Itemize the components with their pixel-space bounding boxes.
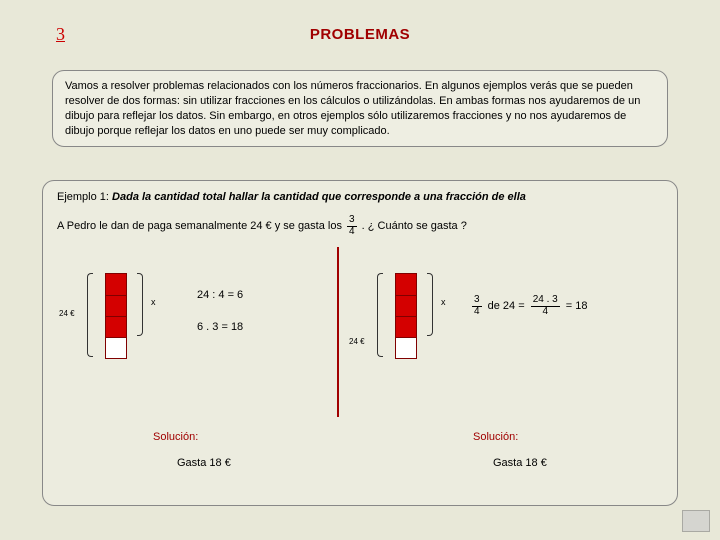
right-bar-column — [395, 273, 417, 359]
bar-seg — [396, 337, 416, 358]
formula-frac-2-bot: 4 — [531, 307, 560, 318]
formula-frac-2: 24 . 3 4 — [531, 295, 560, 317]
left-bar-label: 24 € — [59, 309, 75, 318]
bar-seg — [106, 337, 126, 358]
intro-box: Vamos a resolver problemas relacionados … — [52, 70, 668, 147]
fraction-num: 3 — [347, 215, 357, 227]
formula-pre: de 24 = — [488, 300, 525, 312]
intro-text: Vamos a resolver problemas relacionados … — [65, 80, 640, 137]
bar-seg — [396, 295, 416, 316]
left-solution-label: Solución: — [153, 431, 198, 443]
formula-frac-1-num: 3 — [472, 295, 482, 307]
work-area: 24 € x 24 : 4 = 6 6 . 3 = 18 24 € x 3 4 — [57, 255, 663, 425]
fraction-3-4: 3 4 — [347, 215, 357, 237]
left-bar-column — [105, 273, 127, 359]
formula-frac-2-top: 24 . 3 — [531, 295, 560, 307]
right-bar-label: 24 € — [349, 337, 365, 346]
right-bracket-close — [427, 273, 433, 336]
example-title: Ejemplo 1: Dada la cantidad total hallar… — [57, 191, 663, 203]
bar-seg — [396, 316, 416, 337]
problem-post: . ¿ Cuánto se gasta ? — [362, 220, 467, 232]
right-solution-label: Solución: — [473, 431, 518, 443]
right-solution-text: Gasta 18 € — [493, 457, 547, 469]
right-formula: 3 4 de 24 = 24 . 3 4 = 18 — [469, 295, 588, 317]
left-x-label: x — [151, 297, 156, 307]
bar-seg — [106, 316, 126, 337]
formula-frac-1-den: 4 — [472, 307, 482, 318]
page-title: PROBLEMAS — [0, 26, 720, 43]
solutions-area: Solución: Gasta 18 € Solución: Gasta 18 … — [57, 431, 663, 491]
example-box: Ejemplo 1: Dada la cantidad total hallar… — [42, 180, 678, 506]
right-x-label: x — [441, 297, 446, 307]
left-calc-1: 24 : 4 = 6 — [197, 289, 243, 301]
bar-seg — [396, 274, 416, 295]
problem-pre: A Pedro le dan de paga semanalmente 24 €… — [57, 220, 342, 232]
bar-seg — [106, 295, 126, 316]
formula-post: = 18 — [566, 300, 588, 312]
vertical-divider — [337, 247, 339, 417]
left-calc-2: 6 . 3 = 18 — [197, 321, 243, 333]
fraction-den: 4 — [347, 227, 357, 238]
example-desc: Dada la cantidad total hallar la cantida… — [112, 191, 526, 203]
corner-decoration-icon — [682, 510, 710, 532]
right-bracket-open — [377, 273, 383, 357]
formula-frac-1: 3 4 — [472, 295, 482, 317]
problem-statement: A Pedro le dan de paga semanalmente 24 €… — [57, 215, 663, 237]
example-label: Ejemplo 1: — [57, 191, 109, 203]
left-bracket-open — [87, 273, 93, 357]
left-bracket-close — [137, 273, 143, 336]
bar-seg — [106, 274, 126, 295]
left-solution-text: Gasta 18 € — [177, 457, 231, 469]
